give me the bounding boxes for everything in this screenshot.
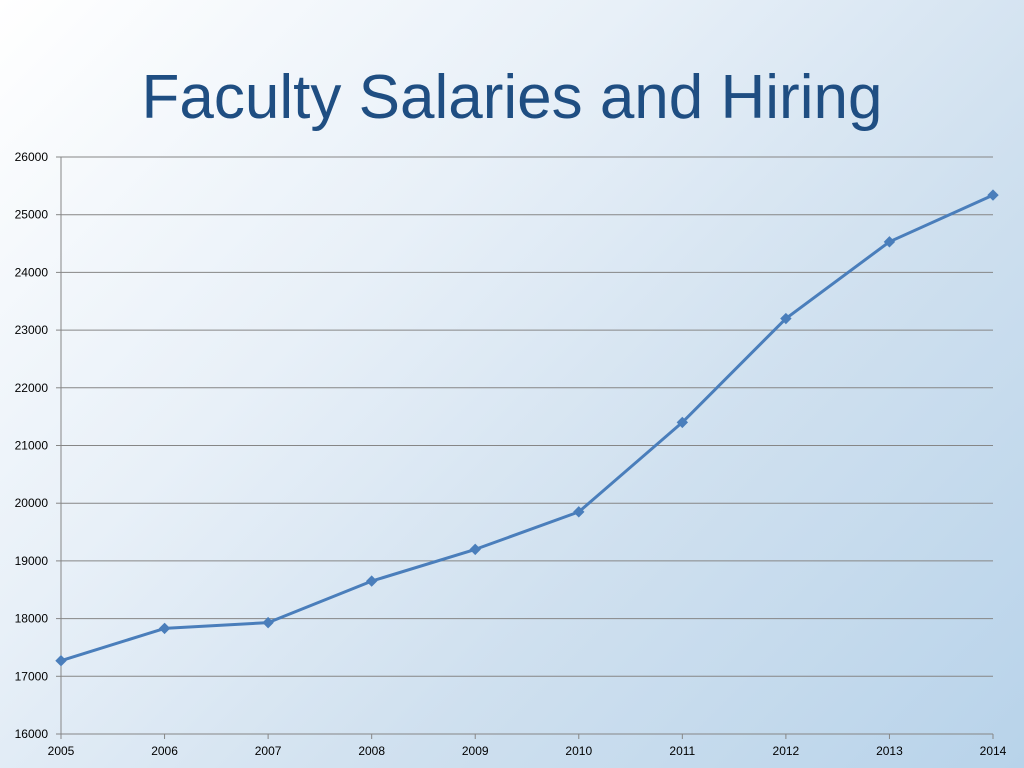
- x-tick-label: 2006: [151, 744, 178, 758]
- x-tick-label: 2010: [565, 744, 592, 758]
- data-point-diamond: [262, 616, 274, 629]
- x-tick-label: 2012: [773, 744, 800, 758]
- y-tick-labels: 16000 17000 18000 19000 20000 21000 22000 23000…: [15, 150, 49, 741]
- y-tick-label: 17000: [15, 669, 49, 683]
- data-point-diamond: [469, 543, 481, 556]
- data-point-diamond: [158, 622, 171, 635]
- y-tick-label: 22000: [15, 381, 49, 395]
- x-tick-label: 2007: [255, 744, 282, 758]
- x-tick-label: 2014: [980, 744, 1007, 758]
- x-tick-label: 2013: [876, 744, 903, 758]
- y-tick-label: 16000: [15, 727, 49, 741]
- data-point-diamond: [365, 575, 378, 587]
- y-tick-label: 26000: [15, 150, 49, 164]
- gridlines: [61, 156, 993, 677]
- series-lines: [59, 193, 995, 663]
- x-tick-label: 2008: [358, 744, 385, 758]
- data-point-diamond: [676, 416, 689, 429]
- data-point-diamond: [883, 236, 896, 248]
- y-tick-label: 24000: [15, 265, 49, 279]
- y-tick-label: 25000: [15, 208, 49, 222]
- y-tick-label: 23000: [15, 323, 49, 337]
- y-tick-label: 20000: [15, 496, 49, 510]
- y-tick-label: 21000: [15, 439, 49, 453]
- y-tick-label: 19000: [15, 554, 49, 568]
- slide-title: Faculty Salaries and Hiring: [141, 63, 883, 132]
- data-point-diamond: [780, 312, 792, 325]
- axes: [56, 156, 994, 739]
- data-points: [55, 189, 999, 667]
- x-tick-label: 2009: [462, 744, 489, 758]
- data-point-diamond: [987, 189, 999, 201]
- data-point-diamond: [55, 655, 67, 667]
- x-tick-labels: 2005 2006 2007 2008 2009 2010 2011 2012 2013 2014: [48, 744, 1007, 758]
- x-tick-label: 2005: [48, 744, 75, 758]
- x-tick-label: 2011: [669, 744, 695, 758]
- data-point-diamond: [573, 506, 585, 518]
- series-line: [59, 193, 995, 663]
- y-tick-label: 18000: [15, 612, 49, 626]
